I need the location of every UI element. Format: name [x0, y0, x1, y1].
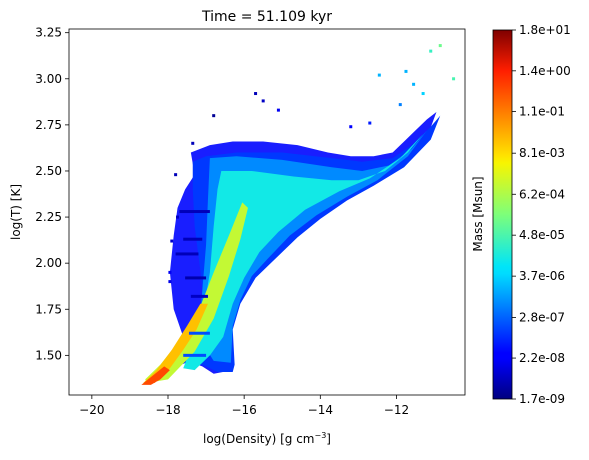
colorbar-tick-label: 8.1e-03 — [519, 146, 565, 160]
colorbar-tick-label: 4.8e-05 — [519, 228, 565, 242]
y-tick-label: 2.75 — [35, 118, 62, 132]
x-tick-label: −16 — [231, 403, 256, 417]
y-tick-label: 2.25 — [35, 210, 62, 224]
colorbar-tick-label: 1.4e+00 — [519, 64, 571, 78]
heatmap-streak — [175, 252, 199, 256]
heatmap-streak — [179, 210, 210, 214]
heatmap-cell — [398, 103, 402, 107]
heatmap-streak — [190, 294, 208, 298]
chart-title: Time = 51.109 kyr — [201, 9, 332, 25]
heatmap-cell — [254, 92, 258, 96]
heatmap-cell — [174, 173, 178, 177]
colorbar-label: Mass [Msun] — [471, 176, 485, 251]
heatmap-cell — [261, 99, 265, 103]
heatmap-cell — [438, 44, 442, 48]
heatmap-cell — [429, 49, 433, 53]
plot-frame — [68, 28, 466, 396]
colorbar-tick-label: 1.8e+01 — [519, 23, 571, 37]
heatmap-cell — [168, 270, 172, 274]
colorbar — [492, 29, 513, 400]
heatmap-cell — [191, 141, 195, 145]
x-axis-label: log(Density) [g cm−3] — [203, 431, 331, 446]
heatmap-cell — [170, 239, 174, 243]
y-axis-label: log(T) [K] — [9, 184, 23, 240]
x-axis: −20 −18 −16 −14 −12 — [79, 395, 409, 417]
heatmap-region-core — [183, 134, 424, 371]
colorbar-tick-label: 2.2e-08 — [519, 351, 565, 365]
y-tick-label: 2.50 — [35, 164, 62, 178]
heatmap-cell — [276, 108, 280, 112]
y-tick-label: 2.00 — [35, 256, 62, 270]
y-axis: 1.50 1.75 2.00 2.25 2.50 2.75 3.00 3.25 — [35, 26, 69, 362]
heatmap-layer — [141, 44, 456, 385]
heatmap-cell — [368, 121, 372, 125]
heatmap-cell — [176, 215, 180, 219]
x-tick-label: −18 — [155, 403, 180, 417]
x-tick-label: −14 — [308, 403, 333, 417]
heatmap-cell — [452, 77, 456, 81]
x-tick-label: −20 — [79, 403, 104, 417]
colorbar-tick-label: 6.2e-04 — [519, 187, 565, 201]
heatmap-streak — [185, 276, 207, 280]
y-tick-label: 3.00 — [35, 72, 62, 86]
heatmap-region-ridge-peak — [141, 366, 170, 385]
heatmap-region-ridge-core — [143, 303, 208, 384]
y-tick-label: 1.50 — [35, 348, 62, 362]
heatmap-region-ridge — [145, 202, 248, 384]
heatmap-cell — [212, 114, 216, 118]
heatmap-streak — [183, 237, 203, 241]
y-tick-label: 1.75 — [35, 302, 62, 316]
colorbar-tick-label: 2.8e-07 — [519, 310, 565, 324]
heatmap-cell — [412, 82, 416, 86]
heatmap-cell — [168, 280, 172, 284]
heatmap-cell — [404, 69, 408, 73]
colorbar-tick-label: 1.1e-01 — [519, 104, 565, 118]
colorbar-ticks: 1.7e-09 2.2e-08 2.8e-07 3.7e-06 4.8e-05 6.2e-… — [512, 23, 571, 406]
colorbar-tick-label: 1.7e-09 — [519, 392, 565, 406]
heatmap-cell — [377, 73, 381, 77]
heatmap-cell — [349, 125, 353, 129]
y-tick-label: 3.25 — [35, 26, 62, 40]
colorbar-tick-label: 3.7e-06 — [519, 269, 565, 283]
heatmap-streak — [183, 353, 207, 357]
x-tick-label: −12 — [384, 403, 409, 417]
heatmap-streak — [188, 331, 210, 335]
heatmap-cell — [421, 92, 425, 96]
